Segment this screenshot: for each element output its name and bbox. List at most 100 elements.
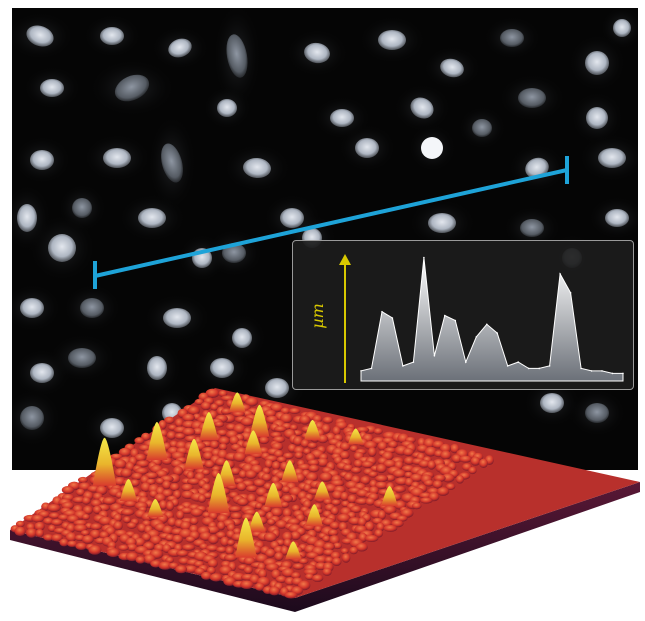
surface-bump xyxy=(257,562,266,572)
surface-bump xyxy=(181,490,195,500)
surface-bump xyxy=(225,546,234,555)
cell-nucleus xyxy=(100,418,124,438)
surface-bump xyxy=(221,482,233,489)
surface-bump xyxy=(284,591,298,599)
surface-bump xyxy=(166,495,178,502)
surface-bump xyxy=(35,529,44,538)
surface-peak xyxy=(314,481,331,500)
surface-bump xyxy=(280,545,289,556)
profile-point xyxy=(527,367,530,370)
surface-peak xyxy=(207,472,230,513)
surface-bump xyxy=(199,531,212,542)
surface-bump xyxy=(113,521,123,531)
surface-bump xyxy=(164,541,178,550)
surface-bump xyxy=(301,469,311,478)
surface-bump xyxy=(106,546,117,554)
surface-bump xyxy=(90,523,102,531)
surface-bump xyxy=(34,521,45,531)
surface-bump xyxy=(311,574,324,582)
surface-bump xyxy=(295,513,305,523)
surface-bump xyxy=(262,492,275,499)
surface-bump xyxy=(244,470,257,479)
cell-nucleus xyxy=(17,204,37,232)
surface-bump xyxy=(161,555,171,563)
surface-bump xyxy=(211,500,220,511)
surface-bump xyxy=(236,482,247,492)
surface-bump xyxy=(357,517,367,527)
surface-bump xyxy=(346,532,358,543)
surface-bump xyxy=(168,473,181,484)
surface-bump xyxy=(323,542,335,551)
surface-bump xyxy=(84,522,94,530)
surface-bump xyxy=(257,532,271,541)
surface-bump xyxy=(277,479,291,490)
surface-bump xyxy=(216,514,229,524)
surface-bump xyxy=(355,498,369,505)
surface-bump xyxy=(92,492,103,501)
cell-nucleus xyxy=(378,30,406,50)
surface-bump xyxy=(217,487,231,495)
surface-bump xyxy=(198,564,209,573)
surface-bump xyxy=(340,491,349,501)
surface-bump xyxy=(234,478,245,485)
profile-chart xyxy=(339,254,624,383)
surface-bump xyxy=(379,502,389,511)
surface-bump xyxy=(267,518,276,526)
surface-bump xyxy=(201,571,212,580)
surface-bump xyxy=(149,549,164,559)
surface-bump xyxy=(250,515,262,524)
surface-bump xyxy=(346,511,357,520)
surface-bump xyxy=(269,580,279,590)
surface-bump xyxy=(287,518,301,526)
surface-bump xyxy=(367,493,379,502)
surface-bump xyxy=(165,534,175,542)
surface-bump xyxy=(251,531,264,538)
surface-bump xyxy=(358,532,368,543)
surface-bump xyxy=(271,569,281,580)
surface-bump xyxy=(38,510,51,518)
surface-bump xyxy=(169,483,180,492)
surface-bump xyxy=(190,508,204,517)
surface-bump xyxy=(194,551,208,562)
surface-bump xyxy=(247,553,261,564)
surface-bump xyxy=(349,538,364,549)
cell-nucleus xyxy=(217,99,237,117)
surface-bump xyxy=(227,570,238,580)
surface-bump xyxy=(63,509,77,518)
surface-bump xyxy=(317,516,329,524)
surface-bump xyxy=(47,524,57,533)
surface-bump xyxy=(81,513,90,521)
cell-nucleus xyxy=(605,209,629,227)
surface-bump xyxy=(297,482,309,491)
surface-bump xyxy=(26,523,35,531)
surface-bump xyxy=(187,478,201,485)
y-axis-label: µm xyxy=(308,303,327,329)
surface-bump xyxy=(389,512,402,521)
surface-bump xyxy=(376,522,385,532)
surface-bump xyxy=(223,576,236,586)
surface-bump xyxy=(410,487,424,498)
surface-bump xyxy=(176,505,186,512)
surface-bump xyxy=(223,473,232,482)
surface-bump xyxy=(67,540,78,547)
surface-bump xyxy=(231,572,246,582)
surface-bump xyxy=(273,582,284,591)
surface-bump xyxy=(205,525,220,535)
surface-bump xyxy=(299,497,311,506)
surface-bump xyxy=(360,476,371,485)
surface-bump xyxy=(188,504,201,512)
surface-bump xyxy=(368,486,379,495)
surface-bump xyxy=(396,515,408,522)
surface-bump xyxy=(208,511,219,520)
surface-bump xyxy=(241,550,256,559)
surface-bump xyxy=(173,490,182,500)
surface-bump xyxy=(113,477,126,486)
surface-bump xyxy=(373,499,386,509)
surface-bump xyxy=(309,561,318,570)
surface-bump xyxy=(154,523,167,533)
surface-bump xyxy=(241,513,255,521)
surface-bump xyxy=(262,586,273,594)
surface-bump xyxy=(322,562,334,573)
cell-nucleus xyxy=(410,97,434,119)
surface-bump xyxy=(205,545,219,552)
